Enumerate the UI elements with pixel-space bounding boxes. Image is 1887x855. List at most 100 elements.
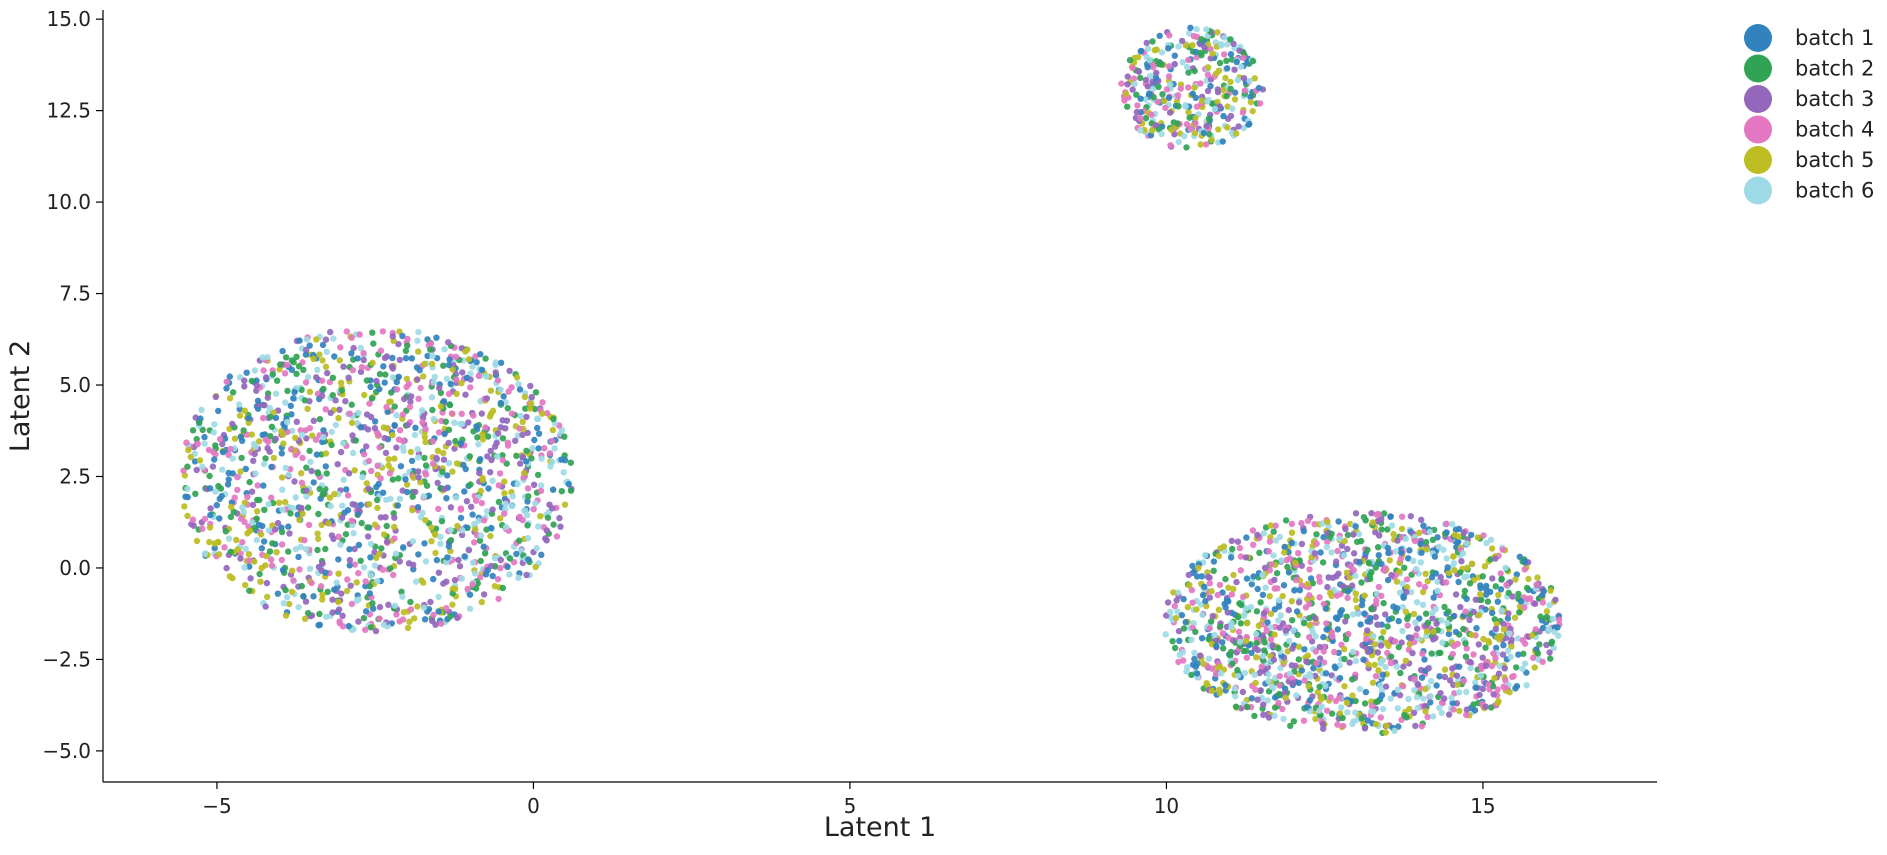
- data-point: [1261, 564, 1269, 571]
- data-point: [1317, 549, 1324, 556]
- data-point: [369, 359, 376, 366]
- data-point: [1285, 606, 1293, 614]
- data-point: [210, 429, 217, 436]
- data-point: [1223, 597, 1231, 604]
- data-point: [268, 423, 276, 430]
- data-point: [1300, 717, 1308, 724]
- data-point: [237, 468, 244, 475]
- data-point: [1312, 672, 1319, 680]
- data-point: [248, 431, 255, 438]
- data-point: [273, 549, 280, 556]
- data-point: [466, 591, 474, 598]
- data-point: [1172, 614, 1180, 622]
- data-point: [1220, 51, 1228, 58]
- data-point: [1537, 613, 1544, 620]
- data-point: [534, 471, 542, 479]
- data-point: [1387, 513, 1394, 520]
- data-point: [396, 495, 404, 502]
- data-point: [476, 537, 484, 544]
- data-point: [313, 374, 320, 381]
- data-point: [488, 562, 495, 570]
- data-point: [1206, 625, 1213, 632]
- data-point: [1192, 628, 1199, 635]
- data-point: [221, 544, 228, 551]
- data-point: [1496, 662, 1503, 670]
- data-point: [1492, 583, 1499, 590]
- data-point: [337, 448, 345, 456]
- data-point: [286, 600, 293, 608]
- data-point: [1149, 38, 1156, 45]
- data-point: [1288, 598, 1296, 605]
- data-point: [1472, 679, 1479, 686]
- data-point: [1218, 42, 1225, 49]
- data-point: [1234, 672, 1242, 679]
- data-point: [1355, 530, 1363, 538]
- data-point: [1352, 590, 1360, 597]
- data-point: [1217, 670, 1225, 677]
- data-point: [1186, 582, 1193, 589]
- data-point: [391, 422, 398, 429]
- data-point: [278, 528, 286, 536]
- data-point: [1343, 699, 1351, 706]
- data-point: [1344, 545, 1351, 553]
- data-point: [1219, 138, 1227, 145]
- data-point: [1190, 620, 1197, 627]
- data-point: [1292, 576, 1300, 584]
- data-point: [252, 470, 259, 477]
- data-point: [523, 458, 530, 465]
- data-point: [1175, 138, 1183, 146]
- data-point: [1543, 608, 1551, 615]
- data-point: [247, 575, 254, 582]
- data-point: [1252, 630, 1260, 638]
- data-point: [281, 370, 289, 377]
- data-point: [226, 395, 234, 402]
- data-point: [237, 555, 244, 562]
- data-point: [226, 425, 233, 433]
- data-point: [1499, 546, 1507, 553]
- data-point: [406, 403, 414, 411]
- data-point: [372, 627, 380, 635]
- data-point: [452, 494, 460, 501]
- data-point: [428, 538, 435, 545]
- data-point: [243, 369, 250, 376]
- data-point: [457, 420, 464, 428]
- data-point: [189, 427, 197, 434]
- data-point: [1327, 694, 1334, 701]
- data-point: [355, 541, 363, 549]
- data-point: [1327, 589, 1334, 597]
- data-point: [1452, 526, 1460, 533]
- data-point: [367, 413, 375, 421]
- data-point: [353, 579, 360, 586]
- data-point: [1534, 650, 1542, 657]
- data-point: [1201, 583, 1208, 590]
- data-point: [1488, 545, 1496, 552]
- data-point: [1152, 74, 1160, 81]
- data-point: [1546, 601, 1553, 609]
- data-point: [345, 470, 353, 477]
- data-point: [1191, 129, 1199, 137]
- data-point: [335, 533, 342, 540]
- data-point: [1187, 24, 1194, 31]
- data-point: [506, 571, 513, 578]
- data-point: [1334, 626, 1342, 633]
- data-point: [1240, 612, 1248, 620]
- data-point: [1450, 706, 1457, 713]
- data-point: [290, 359, 297, 366]
- data-point: [1259, 591, 1267, 598]
- data-point: [435, 569, 443, 576]
- data-point: [1452, 591, 1460, 598]
- data-point: [1555, 616, 1563, 623]
- data-point: [269, 371, 277, 378]
- data-point: [339, 502, 346, 509]
- data-point: [1281, 549, 1288, 556]
- data-point: [1418, 549, 1425, 556]
- data-point: [207, 505, 214, 512]
- data-point: [1435, 543, 1443, 550]
- data-point: [1341, 537, 1348, 545]
- data-point: [327, 502, 334, 510]
- data-point: [474, 434, 481, 441]
- data-point: [1382, 611, 1389, 618]
- data-point: [285, 523, 292, 530]
- data-point: [354, 511, 362, 518]
